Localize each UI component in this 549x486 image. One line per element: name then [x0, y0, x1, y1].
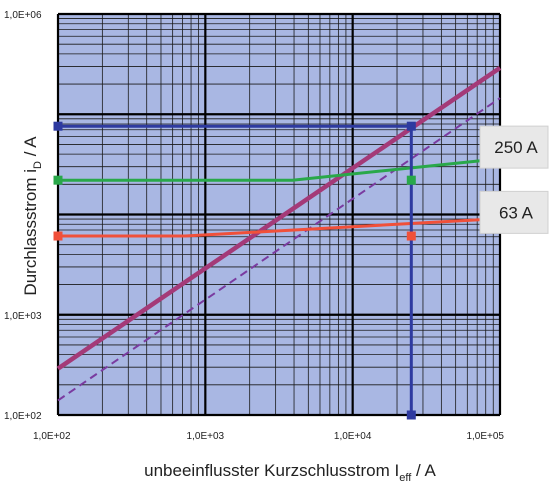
x-tick-label: 1,0E+03 [187, 431, 225, 442]
data-marker-5 [406, 175, 416, 185]
series-line-3 [58, 157, 501, 182]
marker-layer [53, 121, 416, 420]
tick-label-layer: 1,0E+02 1,0E+03 1,0E+04 1,0E+05 1,0E+02 1,0E+… [4, 10, 504, 442]
annotation-box [479, 125, 549, 169]
annotation-layer: 250 A 63 A [479, 125, 549, 234]
y-tick-label: 1,0E+02 [4, 411, 42, 422]
x-tick-label: 1,0E+04 [334, 431, 372, 442]
x-tick-label: 1,0E+05 [466, 431, 504, 442]
series-line-1 [56, 66, 502, 371]
data-marker-7 [406, 231, 416, 241]
x-axis-title: unbeeinflusster Kurzschlusstrom Ieff / A [144, 461, 436, 484]
annotation-callout-2: 63 A [479, 190, 549, 234]
data-marker-2 [406, 121, 416, 131]
data-marker-1 [53, 121, 63, 131]
y-axis-title: Durchlassstrom iD / A [21, 136, 44, 296]
series-line-4 [58, 217, 501, 238]
x-tick-label: 1,0E+02 [33, 431, 71, 442]
major-grid [56, 12, 502, 417]
annotation-box [479, 190, 549, 234]
data-marker-6 [53, 231, 63, 241]
series-line-2 [57, 97, 501, 402]
annotation-callout-1: 250 A [479, 125, 549, 169]
y-tick-label: 1,0E+03 [4, 311, 42, 322]
y-tick-label: 1,0E+06 [4, 10, 42, 21]
data-marker-4 [53, 175, 63, 185]
annotation-label: 63 A [499, 203, 534, 222]
annotation-label: 250 A [494, 138, 538, 157]
data-marker-3 [406, 410, 416, 420]
